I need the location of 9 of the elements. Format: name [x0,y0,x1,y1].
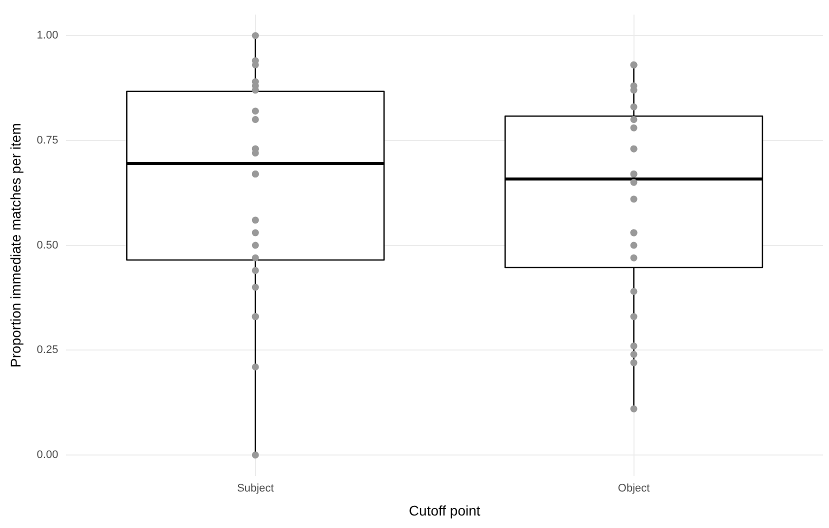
y-tick-label: 0.75 [36,134,58,146]
y-axis-title: Proportion immediate matches per item [7,123,24,368]
y-tick-label: 0.00 [36,449,58,462]
x-axis-title: Cutoff point [408,502,480,518]
y-tick-label: 1.00 [36,30,58,42]
y-tick-label: 0.25 [36,344,58,356]
x-tick-label: Subject [237,482,274,495]
y-tick-label: 0.50 [36,239,58,252]
x-tick-label: Object [618,482,650,495]
